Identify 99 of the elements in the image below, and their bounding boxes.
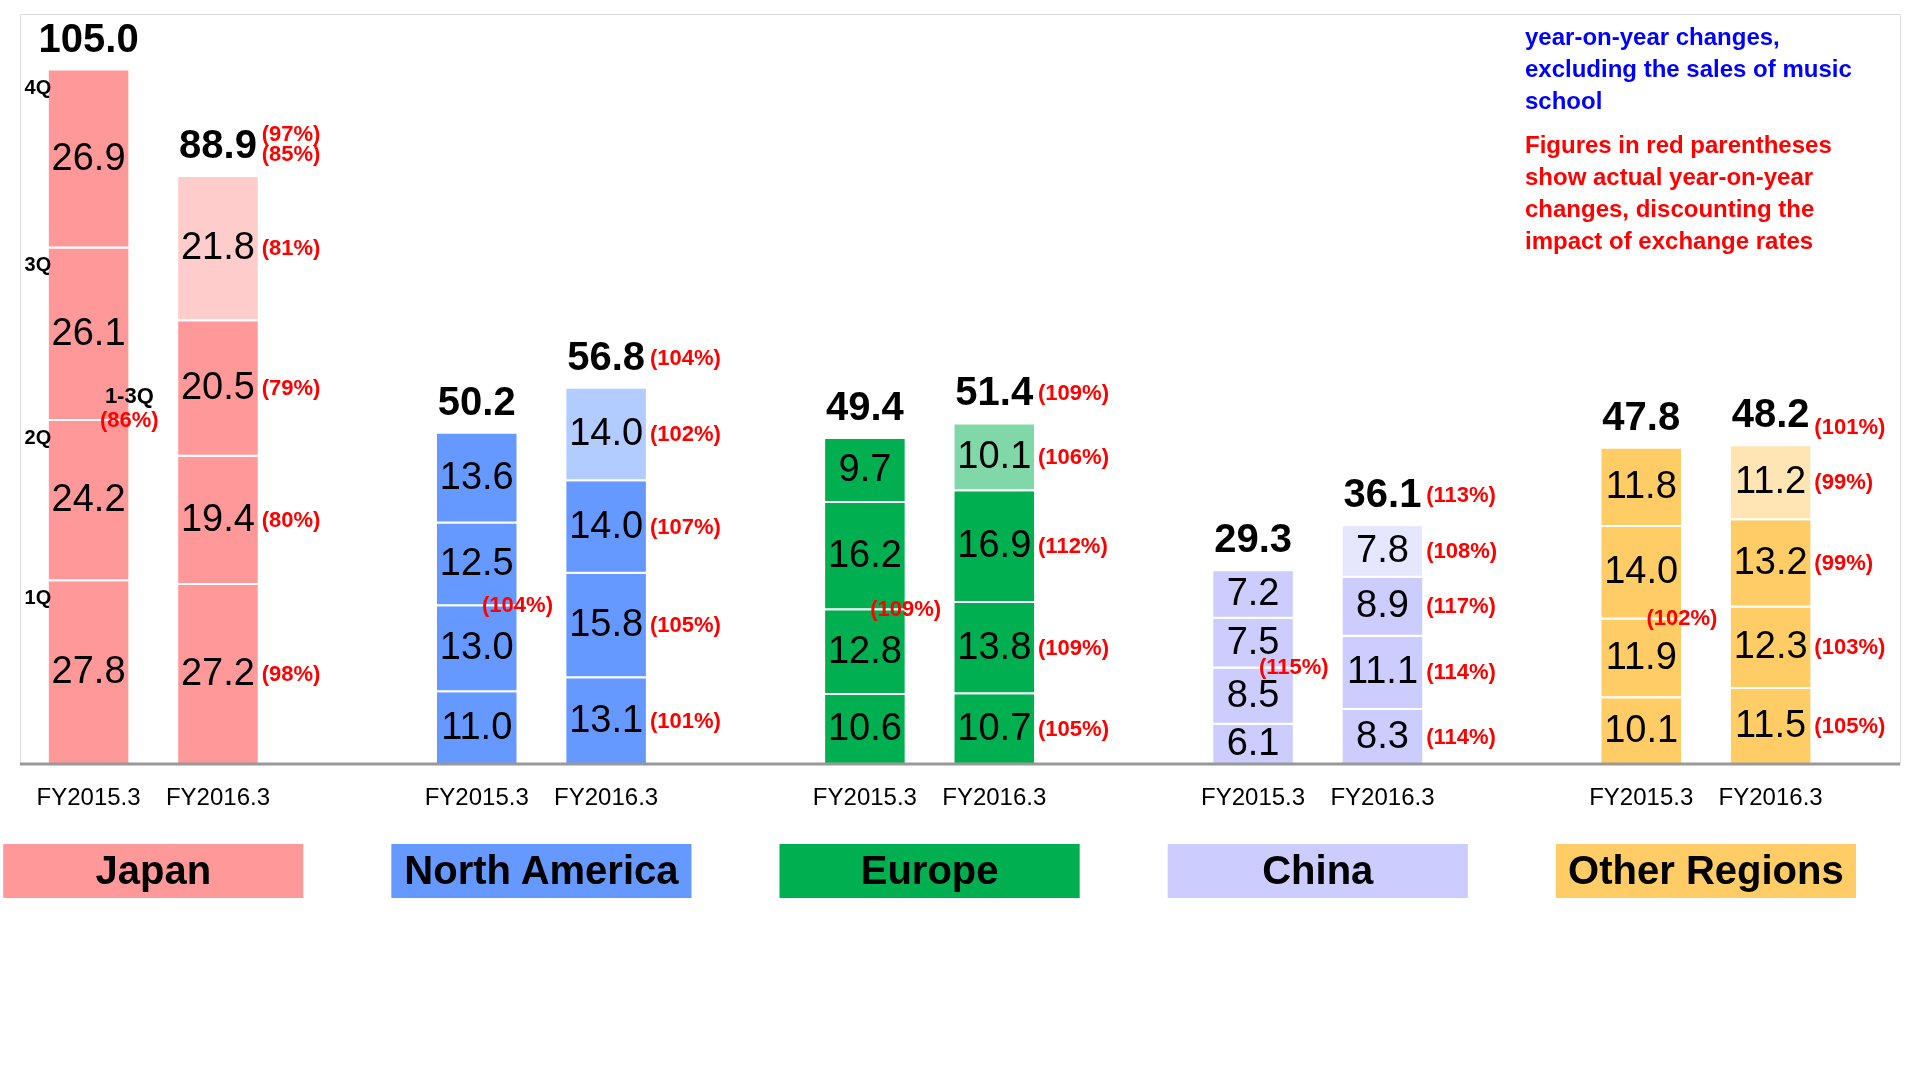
total-label: 56.8 [567, 333, 646, 378]
x-tick-label: FY2016.3 [1718, 783, 1823, 810]
data-label: 26.1 [51, 310, 126, 353]
annotation: (105%) [649, 612, 721, 638]
data-label: 24.2 [51, 477, 126, 520]
x-tick-label: FY2016.3 [554, 783, 659, 810]
data-label: 14.0 [569, 410, 644, 453]
data-label: 7.2 [1226, 571, 1280, 614]
annotation: (98%) [261, 661, 321, 687]
annotation: (114%) [1426, 659, 1496, 685]
total-label: 49.4 [825, 383, 905, 428]
annotation: year-on-year changes, excluding the sales of music school [1525, 23, 1852, 114]
data-label: 26.9 [51, 135, 126, 178]
data-label: 11.9 [1605, 634, 1677, 677]
data-label: 7.8 [1356, 528, 1409, 571]
annotation: (81%) [261, 235, 321, 261]
data-label: 10.6 [827, 705, 902, 748]
annotation: (102%) [649, 420, 721, 446]
data-label: 12.5 [439, 540, 514, 583]
annotation: (112%) [1038, 533, 1108, 559]
total-label: 51.4 [955, 369, 1034, 414]
text: North America [404, 848, 680, 892]
series-label: 4Q [24, 75, 52, 98]
total-label: 36.1 [1343, 471, 1422, 516]
data-label: 19.4 [180, 496, 255, 539]
annotation: (109%) [870, 596, 942, 622]
text: China [1262, 848, 1375, 892]
annotation: (104%) [482, 592, 553, 618]
annotation: (102%) [1646, 605, 1718, 631]
annotation: (103%) [1814, 634, 1886, 660]
data-label: 27.8 [51, 649, 126, 692]
total-label: 48.2 [1731, 391, 1810, 436]
data-label: 11.2 [1735, 459, 1807, 502]
data-label: 13.6 [439, 454, 514, 497]
data-label: 13.0 [439, 625, 514, 668]
data-label: 21.8 [180, 225, 255, 268]
data-label: 13.8 [957, 624, 1032, 667]
annotation: (104%) [649, 344, 721, 370]
annotation: (117%) [1426, 593, 1496, 619]
total-label: 88.9 [179, 122, 257, 167]
data-label: 12.3 [1733, 624, 1808, 667]
x-tick-label: FY2015.3 [812, 783, 917, 810]
data-label: 8.9 [1356, 583, 1409, 626]
annotation: (105%) [1038, 715, 1109, 741]
data-label: 12.8 [827, 628, 902, 671]
total-label: 50.2 [437, 378, 516, 423]
series-label: 3Q [24, 253, 52, 276]
text: Other Regions [1568, 848, 1844, 892]
series-label: 1Q [24, 586, 52, 609]
annotation: (105%) [1814, 712, 1886, 738]
annotation: (86%) [99, 407, 159, 433]
data-label: 14.0 [569, 503, 644, 546]
data-label: 11.5 [1735, 702, 1807, 745]
annotation: (79%) [261, 375, 321, 401]
annotation: (113%) [1426, 482, 1496, 508]
data-label: 9.7 [838, 447, 892, 490]
data-label: 10.7 [957, 705, 1032, 748]
data-label: 10.1 [1604, 707, 1679, 750]
data-label: 13.1 [569, 697, 644, 740]
total-label: 29.3 [1214, 516, 1292, 561]
data-label: 13.2 [1733, 539, 1808, 582]
x-tick-label: FY2015.3 [1201, 783, 1306, 810]
data-label: 6.1 [1226, 720, 1280, 763]
data-label: 10.1 [957, 433, 1032, 476]
annotation: (109%) [1038, 634, 1109, 660]
data-label: 11.8 [1605, 463, 1677, 506]
data-label: 20.5 [180, 365, 255, 408]
annotation: (107%) [649, 513, 721, 539]
data-label: 14.0 [1604, 549, 1679, 592]
total-label: 47.8 [1602, 393, 1681, 438]
annotation: (106%) [1038, 443, 1109, 469]
data-label: 11.1 [1346, 649, 1419, 692]
annotation: (99%) [1814, 469, 1874, 495]
text: Japan [95, 848, 212, 892]
x-tick-label: FY2015.3 [36, 783, 141, 810]
annotation: (101%) [1814, 414, 1886, 440]
data-label: 15.8 [569, 602, 644, 645]
annotation: (101%) [649, 707, 721, 733]
annotation: (80%) [261, 506, 321, 532]
data-label: 8.3 [1356, 713, 1409, 756]
annotation: (109%) [1038, 380, 1109, 406]
series-label: 2Q [24, 426, 52, 449]
text: Europe [860, 848, 999, 892]
data-label: 27.2 [180, 651, 255, 694]
x-tick-label: FY2015.3 [1589, 783, 1694, 810]
x-tick-label: FY2016.3 [942, 783, 1047, 810]
x-tick-label: FY2015.3 [424, 783, 529, 810]
annotation: (97%) [261, 121, 321, 147]
annotation: Figures in red parentheses show actual year-on-year changes, discounting the impact of exchange rates [1525, 131, 1832, 254]
annotation: (114%) [1426, 723, 1496, 749]
data-label: 11.0 [441, 704, 513, 747]
data-label: 16.9 [957, 523, 1032, 566]
annotation: (99%) [1814, 549, 1874, 575]
data-label: 16.2 [827, 532, 902, 575]
annotation: 1-3Q [104, 383, 154, 409]
annotation: (108%) [1426, 538, 1498, 564]
x-tick-label: FY2016.3 [1330, 783, 1435, 810]
x-tick-label: FY2016.3 [165, 783, 270, 810]
total-label: 105.0 [38, 15, 139, 60]
